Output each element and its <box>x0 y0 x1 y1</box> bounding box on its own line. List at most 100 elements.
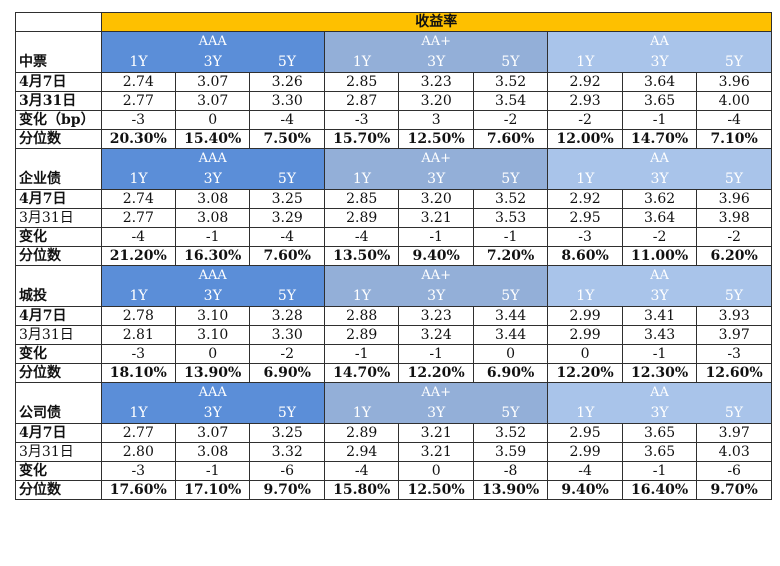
value-cell: 2.92 <box>547 189 623 209</box>
tenor-header: 5Y <box>473 52 549 73</box>
row-label: 分位数 <box>15 363 102 383</box>
yield-table: 收益率 AAA AA+ AA 中票 1Y 3Y 5Y 1Y 3Y 5Y 1Y 3Y 5Y 4月7日 2.74… <box>15 12 773 500</box>
value-cell: 3.43 <box>621 325 698 345</box>
rating-group-cell: AAA <box>175 31 250 52</box>
value-cell: 2.85 <box>323 72 400 92</box>
value-cell: 12.20% <box>547 363 623 383</box>
value-cell: -1 <box>398 227 474 247</box>
value-cell: 3.10 <box>175 325 251 345</box>
value-cell: 3.52 <box>472 189 549 209</box>
table-row: 变化（bp） -3 0 -4 -3 3 -2 -2 -1 -4 <box>15 110 772 130</box>
value-cell: 0 <box>472 344 549 364</box>
value-cell: 2.99 <box>547 442 623 462</box>
table-row: 变化 -4 -1 -4 -4 -1 -1 -3 -2 -2 <box>15 227 772 247</box>
value-cell: 9.40% <box>398 246 474 266</box>
value-cell: -2 <box>249 344 325 364</box>
value-cell: 15.80% <box>323 480 400 500</box>
value-cell: -3 <box>323 110 400 130</box>
rating-group-cell <box>100 265 176 286</box>
rating-group-cell <box>696 265 772 286</box>
table-row: 分位数 20.30% 15.40% 7.50% 15.70% 12.50% 7.60% 12.… <box>15 129 772 149</box>
rating-group-cell <box>323 148 399 169</box>
tenor-row: 城投 1Y 3Y 5Y 1Y 3Y 5Y 1Y 3Y 5Y <box>15 286 772 307</box>
rating-group-cell <box>100 148 176 169</box>
tenor-header: 1Y <box>323 52 399 73</box>
value-cell: -1 <box>323 344 400 364</box>
tenor-header: 1Y <box>547 286 623 307</box>
value-cell: 14.70% <box>323 363 400 383</box>
value-cell: 9.70% <box>696 480 772 500</box>
value-cell: 3.96 <box>696 72 772 92</box>
value-cell: 2.99 <box>547 306 623 326</box>
section-label: 城投 <box>15 286 102 307</box>
rating-group-cell <box>696 148 772 169</box>
row-label: 3月31日 <box>15 442 102 462</box>
section-label: 企业债 <box>15 169 102 190</box>
tenor-header: 1Y <box>323 403 399 424</box>
value-cell: 7.60% <box>472 129 549 149</box>
rating-group-cell: AAA <box>175 382 250 403</box>
value-cell: -1 <box>175 461 251 481</box>
tenor-header: 5Y <box>473 286 549 307</box>
tenor-header: 5Y <box>249 169 325 190</box>
tenor-header: 1Y <box>547 52 623 73</box>
table-row: 分位数 18.10% 13.90% 6.90% 14.70% 12.20% 6.90% 12.… <box>15 363 772 383</box>
value-cell: -4 <box>249 227 325 247</box>
value-cell: 3.08 <box>175 189 251 209</box>
tenor-header: 3Y <box>175 52 250 73</box>
rating-group-cell: AA+ <box>398 31 474 52</box>
value-cell: 16.30% <box>175 246 251 266</box>
row-label: 3月31日 <box>15 208 102 228</box>
value-cell: 7.50% <box>249 129 325 149</box>
table-row: 变化 -3 -1 -6 -4 0 -8 -4 -1 -6 <box>15 461 772 481</box>
row-label: 3月31日 <box>15 325 102 345</box>
table-row: 变化 -3 0 -2 -1 -1 0 0 -1 -3 <box>15 344 772 364</box>
tenor-header: 3Y <box>175 403 250 424</box>
rating-group-cell <box>473 265 549 286</box>
tenor-header: 1Y <box>100 286 176 307</box>
value-cell: 2.89 <box>323 423 400 443</box>
value-cell: 3.44 <box>472 325 549 345</box>
row-label: 4月7日 <box>15 306 102 326</box>
tenor-header: 3Y <box>622 169 697 190</box>
tenor-header: 3Y <box>398 403 474 424</box>
tenor-header: 1Y <box>100 403 176 424</box>
value-cell: 0 <box>547 344 623 364</box>
value-cell: 3.07 <box>175 72 251 92</box>
table-row: 分位数 17.60% 17.10% 9.70% 15.80% 12.50% 13.90% 9.… <box>15 480 772 500</box>
rating-group-cell: AA <box>622 382 697 403</box>
corner-cell <box>15 12 102 32</box>
value-cell: 3.65 <box>621 442 698 462</box>
tenor-header: 5Y <box>249 286 325 307</box>
value-cell: 3.32 <box>249 442 325 462</box>
value-cell: 3.64 <box>621 208 698 228</box>
row-label: 变化 <box>15 227 102 247</box>
value-cell: 2.77 <box>100 91 177 111</box>
value-cell: 14.70% <box>621 129 698 149</box>
value-cell: -8 <box>472 461 549 481</box>
rating-group-cell: AAA <box>175 265 250 286</box>
value-cell: -2 <box>696 227 772 247</box>
tenor-header: 5Y <box>249 52 325 73</box>
section-label: 公司债 <box>15 403 102 424</box>
row-label: 分位数 <box>15 246 102 266</box>
value-cell: 12.50% <box>398 480 474 500</box>
tenor-header: 5Y <box>696 52 772 73</box>
row-label: 3月31日 <box>15 91 102 111</box>
value-cell: -3 <box>547 227 623 247</box>
value-cell: -4 <box>547 461 623 481</box>
value-cell: -3 <box>100 110 177 130</box>
value-cell: 3.97 <box>696 423 772 443</box>
value-cell: 3.54 <box>472 91 549 111</box>
value-cell: 2.92 <box>547 72 623 92</box>
tenor-header: 3Y <box>622 403 697 424</box>
rating-group-cell <box>696 31 772 52</box>
table-row: 4月7日 2.78 3.10 3.28 2.88 3.23 3.44 2.99 3.41 3.93 <box>15 306 772 326</box>
tenor-header: 5Y <box>473 403 549 424</box>
rating-group-cell <box>249 382 325 403</box>
value-cell: 12.20% <box>398 363 474 383</box>
rating-group-row: AAA AA+ AA <box>15 148 772 169</box>
value-cell: 3.21 <box>398 442 474 462</box>
tenor-header: 1Y <box>323 169 399 190</box>
value-cell: 7.60% <box>249 246 325 266</box>
